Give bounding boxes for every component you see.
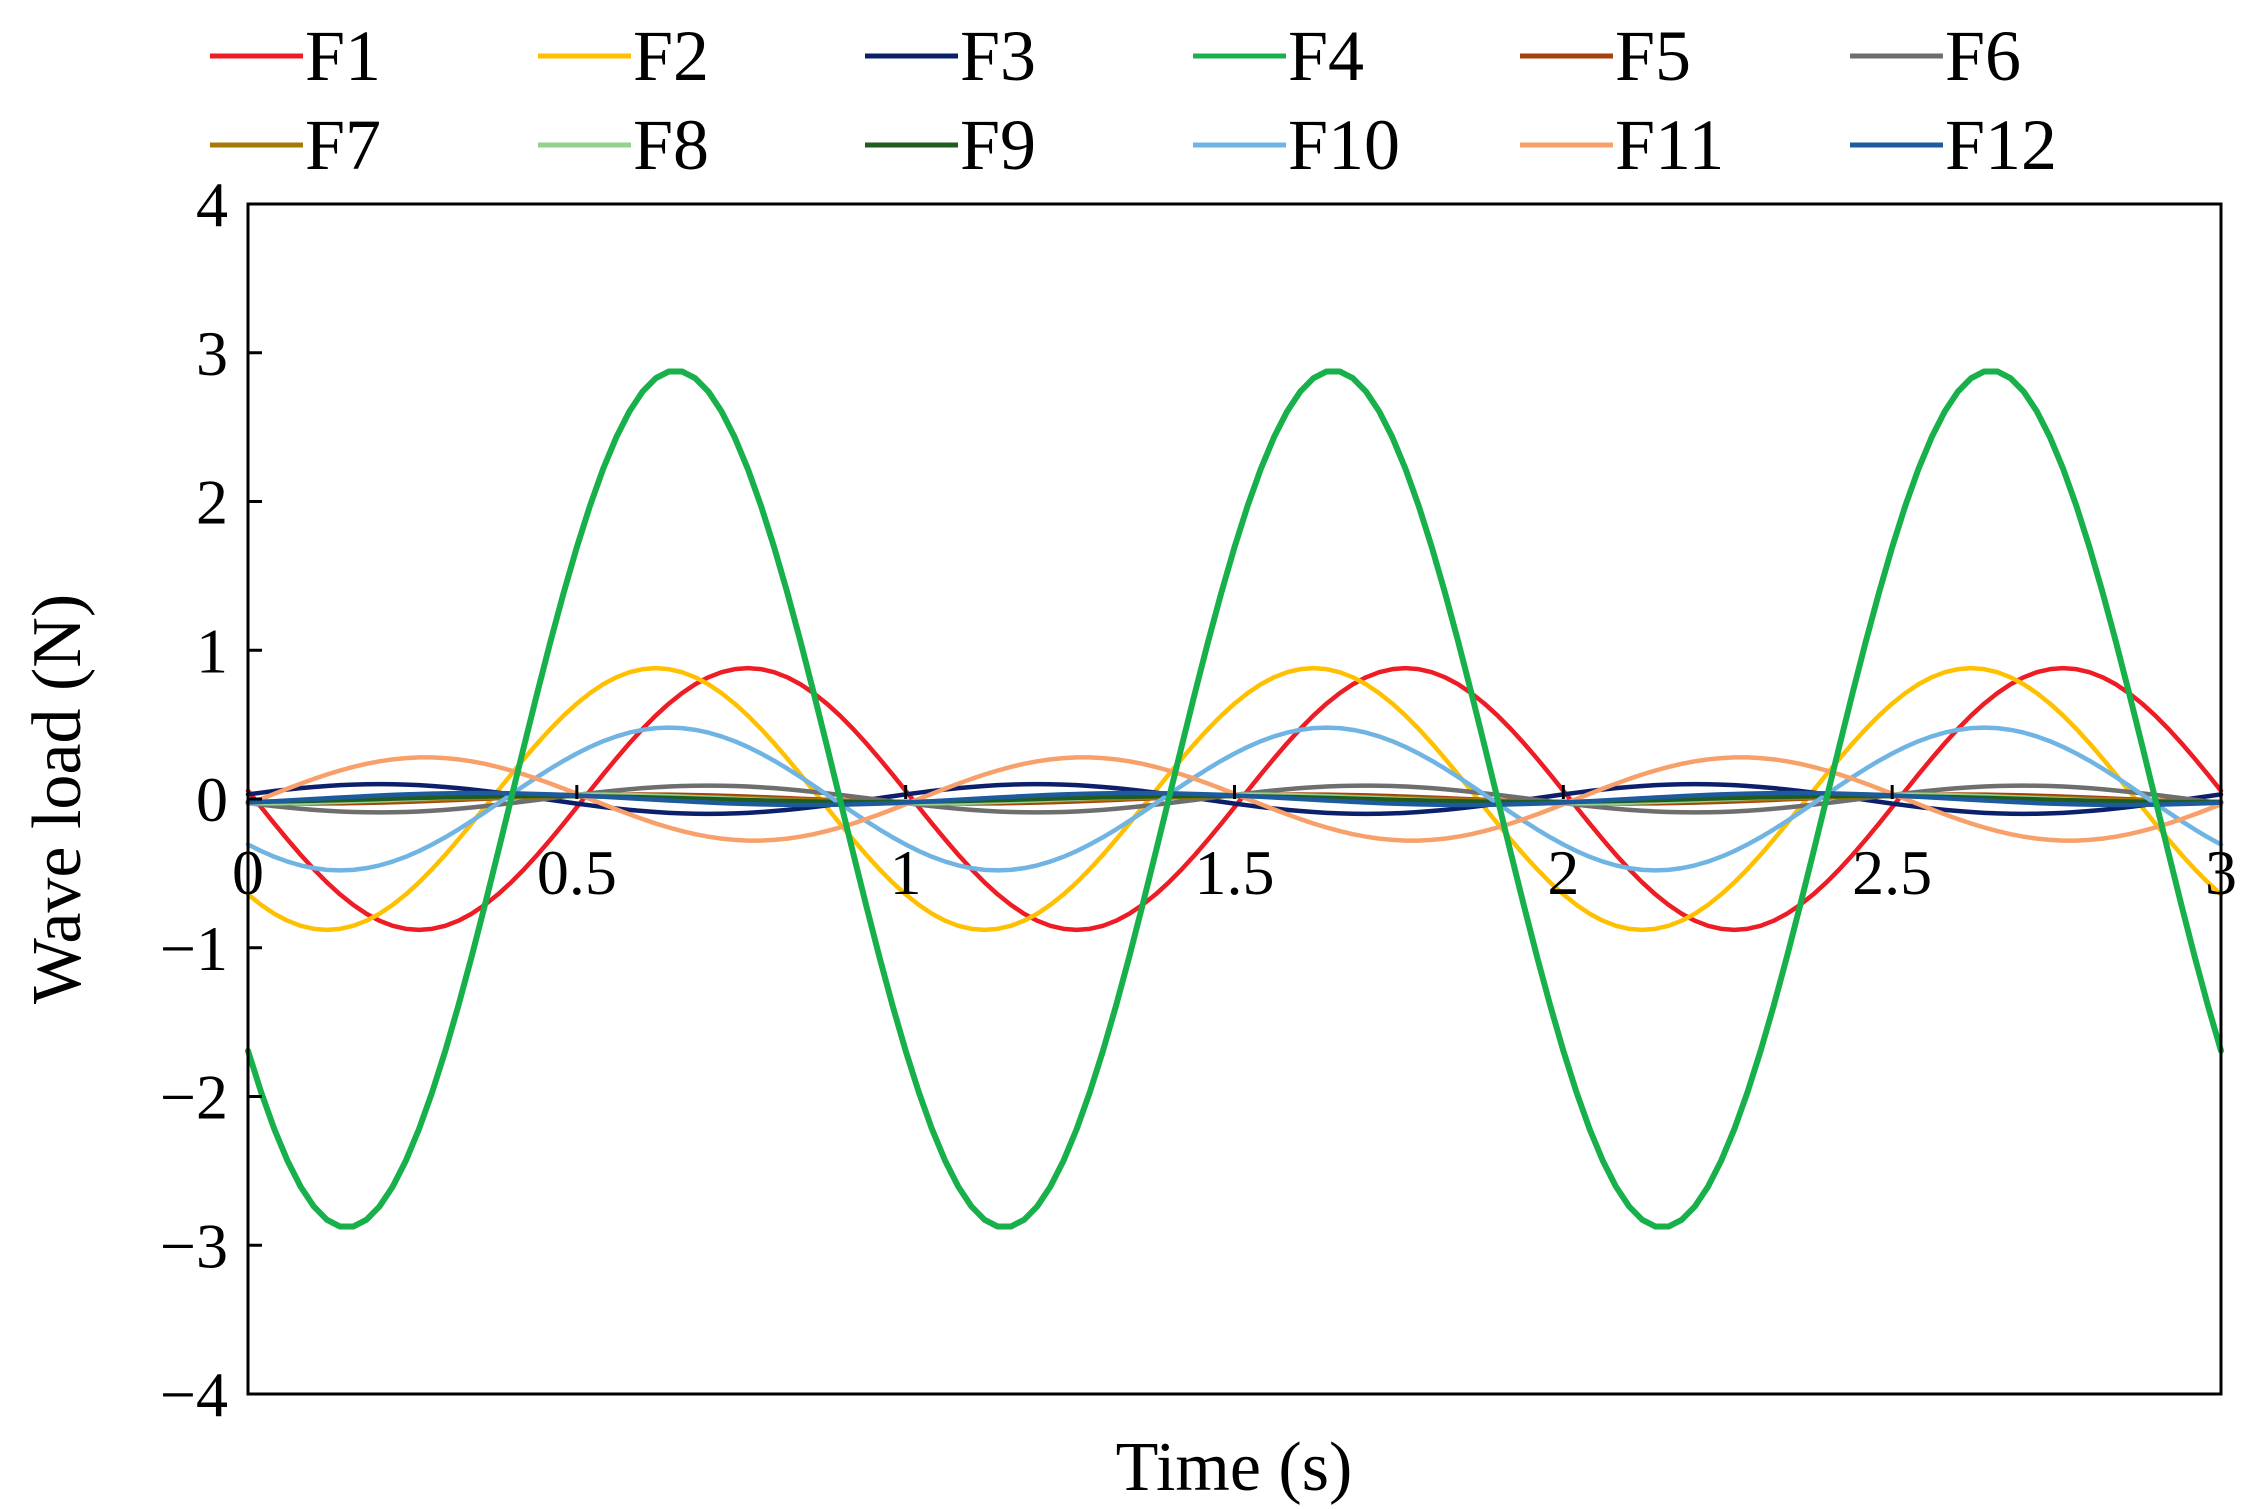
series-line-f1 <box>245 665 2224 933</box>
legend-label: F10 <box>1288 105 1400 185</box>
x-tick-label: 1.5 <box>1195 837 1275 908</box>
y-tick-label: 4 <box>196 169 228 240</box>
legend-item-f11: F11 <box>1520 105 1724 185</box>
legend-item-f6: F6 <box>1850 16 2021 96</box>
legend-label: F6 <box>1945 16 2021 96</box>
series-line-f3 <box>245 781 2224 817</box>
legend-item-f1: F1 <box>210 16 381 96</box>
y-tick-label: 0 <box>196 764 228 835</box>
legend-item-f7: F7 <box>210 105 381 185</box>
x-tick-label: 3 <box>2205 837 2237 908</box>
legend-label: F2 <box>633 16 709 96</box>
legend-item-f9: F9 <box>865 105 1036 185</box>
legend-label: F3 <box>960 16 1036 96</box>
y-tick-label: −4 <box>160 1359 228 1430</box>
series-line-f4 <box>245 368 2224 1230</box>
legend-label: F1 <box>305 16 381 96</box>
y-tick-label: 2 <box>196 467 228 538</box>
x-tick-label: 1 <box>890 837 922 908</box>
legend-label: F4 <box>1288 16 1364 96</box>
legend-item-f10: F10 <box>1193 105 1400 185</box>
legend-label: F9 <box>960 105 1036 185</box>
series-line-f2 <box>245 665 2224 933</box>
legend-item-f2: F2 <box>538 16 709 96</box>
legend-label: F5 <box>1615 16 1691 96</box>
legend: F1 F2 F3 F4 F5 F6 F7 F8 F9 F10 F11 F12 <box>210 16 2057 185</box>
series-line-f10 <box>245 725 2224 873</box>
legend-item-f8: F8 <box>538 105 709 185</box>
x-tick-label: 2.5 <box>1852 837 1932 908</box>
legend-item-f12: F12 <box>1850 105 2057 185</box>
y-tick-label: 1 <box>196 615 228 686</box>
legend-label: F8 <box>633 105 709 185</box>
y-tick-label: −3 <box>160 1210 228 1281</box>
x-tick-label: 2 <box>1547 837 1579 908</box>
legend-item-f4: F4 <box>1193 16 1364 96</box>
legend-item-f5: F5 <box>1520 16 1691 96</box>
legend-label: F11 <box>1615 105 1724 185</box>
legend-label: F12 <box>1945 105 2057 185</box>
y-axis-title: Wave load (N) <box>19 594 96 1004</box>
y-tick-label: −1 <box>160 913 228 984</box>
legend-item-f3: F3 <box>865 16 1036 96</box>
y-tick-label: 3 <box>196 318 228 389</box>
x-tick-label: 0 <box>232 837 264 908</box>
x-tick-label: 0.5 <box>537 837 617 908</box>
y-tick-label: −2 <box>160 1062 228 1133</box>
x-ticks: 0 0.5 1 1.5 2 2.5 3 <box>232 785 2237 908</box>
legend-label: F7 <box>305 105 381 185</box>
x-axis-title: Time (s) <box>1116 1429 1353 1506</box>
